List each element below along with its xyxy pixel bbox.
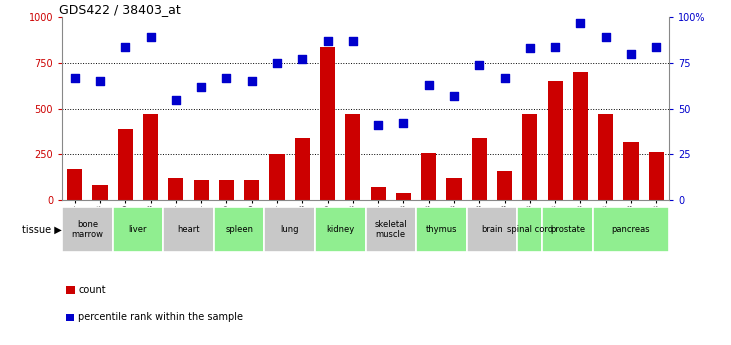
Point: [600, 34, 612, 40]
Bar: [471, 138, 487, 200]
Point: [69, 75, 80, 80]
Bar: [345, 114, 360, 200]
Point: [372, 122, 384, 128]
Bar: [371, 187, 386, 200]
Bar: [244, 180, 260, 200]
Text: brain: brain: [481, 225, 503, 234]
Point: [524, 46, 536, 51]
Bar: [573, 72, 588, 200]
Point: [170, 97, 182, 102]
Point: [322, 38, 333, 44]
Text: prostate: prostate: [550, 225, 586, 234]
Bar: [366, 207, 416, 252]
Bar: [542, 207, 593, 252]
Bar: [522, 114, 537, 200]
Point: [246, 79, 257, 84]
Bar: [143, 114, 158, 200]
Point: [195, 84, 207, 89]
Bar: [416, 207, 466, 252]
Bar: [593, 207, 669, 252]
Point: [398, 120, 409, 126]
Text: liver: liver: [129, 225, 147, 234]
Bar: [92, 186, 107, 200]
Bar: [113, 207, 163, 252]
Point: [271, 60, 283, 66]
Bar: [295, 138, 310, 200]
Text: tissue ▶: tissue ▶: [22, 225, 61, 234]
Bar: [62, 207, 113, 252]
Text: pancreas: pancreas: [612, 225, 651, 234]
Bar: [315, 207, 366, 252]
Text: lung: lung: [281, 225, 299, 234]
Point: [94, 79, 106, 84]
Bar: [265, 207, 315, 252]
Bar: [270, 155, 284, 200]
Text: bone
marrow: bone marrow: [72, 220, 103, 239]
Point: [651, 44, 662, 49]
Bar: [118, 129, 133, 200]
Point: [474, 62, 485, 68]
Text: thymus: thymus: [425, 225, 457, 234]
Bar: [168, 178, 183, 200]
Bar: [219, 180, 234, 200]
Text: spinal cord: spinal cord: [507, 225, 553, 234]
Point: [119, 44, 131, 49]
Point: [549, 44, 561, 49]
Bar: [421, 152, 436, 200]
Point: [499, 75, 510, 80]
Point: [575, 20, 586, 26]
Point: [625, 51, 637, 57]
Bar: [518, 207, 542, 252]
Point: [448, 93, 460, 99]
Bar: [466, 207, 518, 252]
Point: [221, 75, 232, 80]
Bar: [194, 180, 209, 200]
Bar: [598, 114, 613, 200]
Text: kidney: kidney: [326, 225, 355, 234]
Bar: [213, 207, 265, 252]
Point: [423, 82, 434, 88]
Text: spleen: spleen: [225, 225, 253, 234]
Point: [145, 34, 156, 40]
Text: GDS422 / 38403_at: GDS422 / 38403_at: [59, 3, 181, 16]
Bar: [163, 207, 213, 252]
Bar: [624, 141, 638, 200]
Bar: [320, 47, 335, 200]
Bar: [548, 81, 563, 200]
Bar: [648, 152, 664, 200]
Bar: [497, 171, 512, 200]
Text: percentile rank within the sample: percentile rank within the sample: [78, 313, 243, 322]
Text: count: count: [78, 285, 106, 295]
Point: [297, 57, 308, 62]
Point: [347, 38, 359, 44]
Text: heart: heart: [178, 225, 200, 234]
Bar: [395, 193, 411, 200]
Bar: [67, 169, 83, 200]
Text: skeletal
muscle: skeletal muscle: [374, 220, 407, 239]
Bar: [447, 178, 461, 200]
